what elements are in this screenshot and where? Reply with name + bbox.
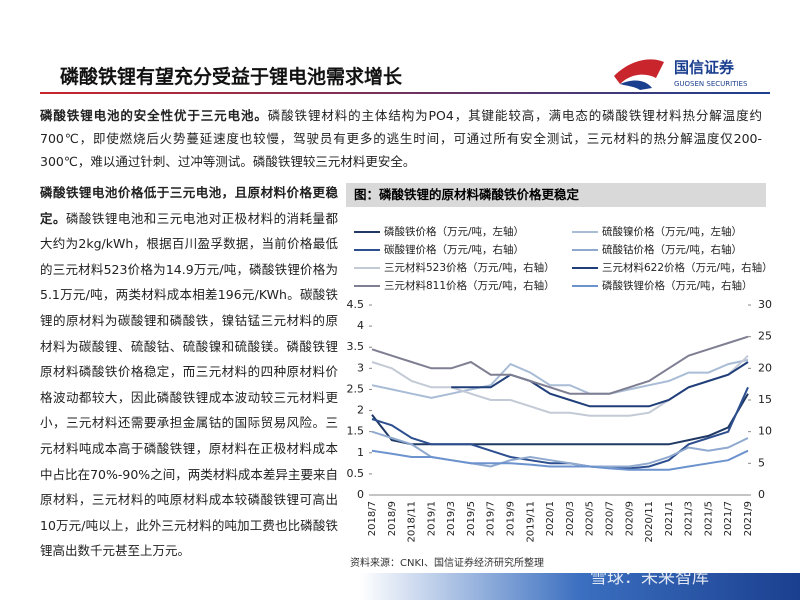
- page-title: 磷酸铁锂有望充分受益于锂电池需求增长: [60, 66, 403, 88]
- x-tick-label: 2021/9: [743, 501, 754, 536]
- series-line: [371, 449, 749, 471]
- y2-tick-label: 20: [758, 361, 772, 374]
- y-tick-label: 3: [357, 361, 364, 374]
- series-line: [371, 393, 749, 446]
- legend-label: 三元材料811价格（万元/吨，右轴）: [384, 279, 555, 292]
- logo-sub: GUOSEN SECURITIES: [674, 80, 748, 88]
- x-tick-label: 2019/5: [466, 501, 477, 536]
- logo-shape: [620, 80, 652, 90]
- x-tick-label: 2020/1: [545, 501, 556, 536]
- y2-tick-label: 0: [758, 488, 765, 501]
- figure-source: 资料来源：CNKI、国信证券经济研究所整理: [350, 558, 544, 569]
- legend-label: 碳酸锂价格（万元/吨，右轴）: [384, 243, 524, 256]
- series-line: [451, 361, 749, 408]
- legend-label: 三元材料622价格（万元/吨，右轴）: [602, 261, 773, 274]
- y-tick-label: 4: [357, 319, 364, 332]
- footer-band: [360, 573, 800, 600]
- x-tick-label: 2021/7: [723, 501, 734, 536]
- x-tick-label: 2020/7: [604, 501, 615, 536]
- legend-label: 三元材料523价格（万元/吨，右轴）: [384, 261, 555, 274]
- x-tick-label: 2020/5: [585, 501, 596, 536]
- x-tick-label: 2020/3: [565, 501, 576, 536]
- series-line: [371, 335, 749, 395]
- y-tick-label: 0.5: [347, 467, 365, 480]
- y2-tick-label: 30: [758, 298, 772, 311]
- lead: 磷酸铁锂电池的安全性优于三元电池。: [40, 108, 268, 123]
- body: 磷酸铁锂材料的主体结构为PO4，其键能较高，满电态的磷酸铁锂材料热分解温度约70…: [40, 108, 762, 169]
- y-tick-label: 4.5: [347, 298, 365, 311]
- left-paragraph: 磷酸铁锂电池价格低于三元电池，且原材料价格更稳定。磷酸铁锂电池和三元电池对正极材…: [40, 180, 338, 564]
- x-tick-label: 2020/9: [624, 501, 635, 536]
- x-tick-label: 2019/9: [506, 501, 517, 536]
- y-tick-label: 2: [357, 404, 364, 417]
- y2-tick-label: 15: [758, 393, 772, 406]
- y-tick-label: 2.5: [347, 382, 365, 395]
- series-line: [371, 358, 749, 399]
- watermark: 雪球：未来智库: [590, 568, 709, 588]
- x-tick-label: 2018/7: [367, 501, 378, 536]
- y2-tick-label: 25: [758, 330, 772, 343]
- y2-tick-label: 5: [758, 456, 765, 469]
- series-line: [371, 430, 749, 468]
- intro-paragraph: 磷酸铁锂电池的安全性优于三元电池。磷酸铁锂材料的主体结构为PO4，其键能较高，满…: [40, 104, 762, 173]
- y2-tick-label: 10: [758, 425, 772, 438]
- legend-label: 磷酸铁价格（万元/吨，左轴）: [384, 225, 524, 238]
- lead: 磷酸铁锂电池价格低于三元电池，且原材料价格更稳定。: [40, 185, 338, 226]
- x-tick-label: 2021/1: [664, 501, 675, 536]
- logo-name: 国信证券: [674, 59, 735, 77]
- x-tick-label: 2019/11: [525, 501, 536, 543]
- series-line: [371, 386, 749, 470]
- x-tick-label: 2018/9: [387, 501, 398, 536]
- legend-label: 磷酸铁锂价格（万元/吨，右轴）: [602, 279, 753, 292]
- y-tick-label: 1.5: [347, 425, 365, 438]
- x-tick-label: 2019/1: [426, 501, 437, 536]
- y-tick-label: 3.5: [347, 340, 365, 353]
- x-tick-label: 2020/11: [644, 501, 655, 543]
- legend-label: 硫酸镍价格（万元/吨，左轴）: [602, 225, 742, 238]
- y-tick-label: 1: [357, 446, 364, 459]
- x-tick-label: 2021/3: [684, 501, 695, 536]
- figure-title: 图：磷酸铁锂的原材料磷酸铁价格更稳定: [346, 183, 766, 207]
- x-tick-label: 2021/5: [703, 501, 714, 536]
- logo-shape: [614, 59, 664, 84]
- x-tick-label: 2018/11: [407, 501, 418, 543]
- x-tick-label: 2019/7: [486, 501, 497, 536]
- legend-label: 硫酸钴价格（万元/吨，右轴）: [602, 243, 742, 256]
- y-tick-label: 0: [357, 488, 364, 501]
- x-tick-label: 2019/3: [446, 501, 457, 536]
- body: 磷酸铁锂电池和三元电池对正极材料的消耗量都大约为2kg/kWh，根据百川盈孚数据…: [40, 210, 338, 559]
- header-rule: [40, 92, 770, 94]
